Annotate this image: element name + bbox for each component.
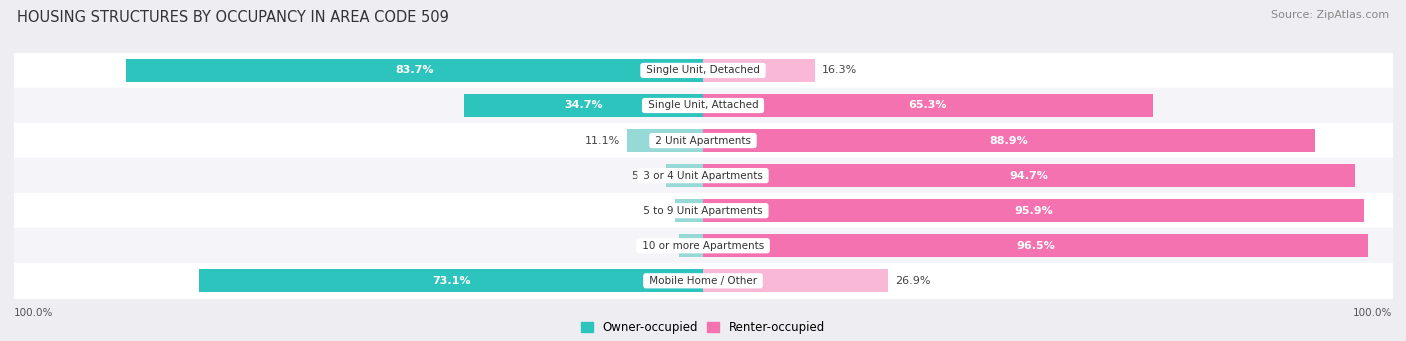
Text: 10 or more Apartments: 10 or more Apartments xyxy=(638,241,768,251)
Text: 5.3%: 5.3% xyxy=(631,170,659,181)
Text: 3.5%: 3.5% xyxy=(644,241,672,251)
Text: 73.1%: 73.1% xyxy=(432,276,471,286)
Bar xyxy=(14,53,1392,88)
Bar xyxy=(14,123,1392,158)
Text: 88.9%: 88.9% xyxy=(990,136,1029,146)
Bar xyxy=(703,129,1316,152)
Text: 65.3%: 65.3% xyxy=(908,101,948,110)
Text: 100.0%: 100.0% xyxy=(1353,308,1392,318)
Text: 94.7%: 94.7% xyxy=(1010,170,1049,181)
Bar xyxy=(703,269,889,292)
Bar xyxy=(14,228,1392,263)
Bar xyxy=(464,94,703,117)
Text: 26.9%: 26.9% xyxy=(896,276,931,286)
Bar xyxy=(14,263,1392,298)
Text: 83.7%: 83.7% xyxy=(395,65,434,75)
Text: 34.7%: 34.7% xyxy=(564,101,603,110)
Bar xyxy=(666,164,703,187)
Bar xyxy=(703,59,815,82)
Text: 96.5%: 96.5% xyxy=(1017,241,1054,251)
Bar xyxy=(627,129,703,152)
Text: Single Unit, Attached: Single Unit, Attached xyxy=(644,101,762,110)
Text: Source: ZipAtlas.com: Source: ZipAtlas.com xyxy=(1271,10,1389,20)
Bar xyxy=(14,158,1392,193)
Text: Mobile Home / Other: Mobile Home / Other xyxy=(645,276,761,286)
Bar xyxy=(679,234,703,257)
Text: 3 or 4 Unit Apartments: 3 or 4 Unit Apartments xyxy=(640,170,766,181)
Text: 4.1%: 4.1% xyxy=(640,206,668,216)
Bar xyxy=(127,59,703,82)
Bar xyxy=(14,193,1392,228)
Text: 2 Unit Apartments: 2 Unit Apartments xyxy=(652,136,754,146)
Text: 11.1%: 11.1% xyxy=(585,136,620,146)
Legend: Owner-occupied, Renter-occupied: Owner-occupied, Renter-occupied xyxy=(576,316,830,339)
Bar xyxy=(200,269,703,292)
Text: 95.9%: 95.9% xyxy=(1014,206,1053,216)
Bar xyxy=(703,234,1368,257)
Text: 100.0%: 100.0% xyxy=(14,308,53,318)
Text: 5 to 9 Unit Apartments: 5 to 9 Unit Apartments xyxy=(640,206,766,216)
Text: 16.3%: 16.3% xyxy=(823,65,858,75)
Bar xyxy=(675,199,703,222)
Bar xyxy=(703,164,1355,187)
Text: HOUSING STRUCTURES BY OCCUPANCY IN AREA CODE 509: HOUSING STRUCTURES BY OCCUPANCY IN AREA … xyxy=(17,10,449,25)
Bar xyxy=(703,94,1153,117)
Bar xyxy=(703,199,1364,222)
Bar xyxy=(14,88,1392,123)
Text: Single Unit, Detached: Single Unit, Detached xyxy=(643,65,763,75)
